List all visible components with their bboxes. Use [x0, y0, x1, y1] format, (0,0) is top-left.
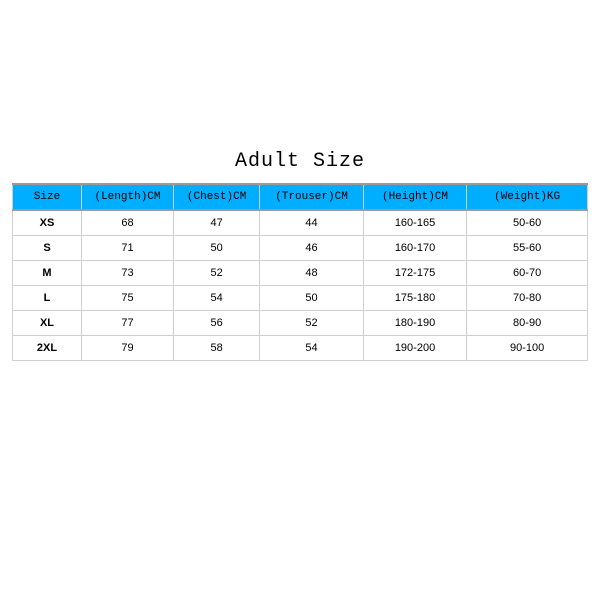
table-row: 2XL 79 58 54 190-200 90-100	[13, 336, 588, 361]
table-row: S 71 50 46 160-170 55-60	[13, 236, 588, 261]
cell-chest: 47	[174, 210, 260, 236]
cell-height: 190-200	[363, 336, 467, 361]
col-header-trouser: (Trouser)CM	[260, 184, 364, 210]
cell-chest: 56	[174, 311, 260, 336]
cell-chest: 52	[174, 261, 260, 286]
cell-weight: 55-60	[467, 236, 588, 261]
col-header-length: (Length)CM	[82, 184, 174, 210]
table-row: M 73 52 48 172-175 60-70	[13, 261, 588, 286]
cell-trouser: 44	[260, 210, 364, 236]
cell-height: 160-165	[363, 210, 467, 236]
col-header-height: (Height)CM	[363, 184, 467, 210]
cell-size: 2XL	[13, 336, 82, 361]
cell-chest: 58	[174, 336, 260, 361]
cell-trouser: 52	[260, 311, 364, 336]
cell-size: M	[13, 261, 82, 286]
cell-trouser: 54	[260, 336, 364, 361]
cell-trouser: 46	[260, 236, 364, 261]
cell-weight: 60-70	[467, 261, 588, 286]
table-body: XS 68 47 44 160-165 50-60 S 71 50 46 160…	[13, 210, 588, 361]
cell-size: S	[13, 236, 82, 261]
table-row: L 75 54 50 175-180 70-80	[13, 286, 588, 311]
cell-weight: 70-80	[467, 286, 588, 311]
table-row: XL 77 56 52 180-190 80-90	[13, 311, 588, 336]
cell-size: L	[13, 286, 82, 311]
cell-height: 160-170	[363, 236, 467, 261]
cell-length: 79	[82, 336, 174, 361]
col-header-chest: (Chest)CM	[174, 184, 260, 210]
cell-chest: 54	[174, 286, 260, 311]
table-row: XS 68 47 44 160-165 50-60	[13, 210, 588, 236]
table-header-row: Size (Length)CM (Chest)CM (Trouser)CM (H…	[13, 184, 588, 210]
cell-height: 180-190	[363, 311, 467, 336]
cell-height: 172-175	[363, 261, 467, 286]
col-header-weight: (Weight)KG	[467, 184, 588, 210]
cell-length: 68	[82, 210, 174, 236]
size-table: Size (Length)CM (Chest)CM (Trouser)CM (H…	[12, 183, 588, 361]
cell-trouser: 50	[260, 286, 364, 311]
cell-size: XL	[13, 311, 82, 336]
col-header-size: Size	[13, 184, 82, 210]
cell-length: 75	[82, 286, 174, 311]
cell-trouser: 48	[260, 261, 364, 286]
cell-weight: 80-90	[467, 311, 588, 336]
cell-weight: 90-100	[467, 336, 588, 361]
cell-length: 73	[82, 261, 174, 286]
chart-title: Adult Size	[12, 150, 588, 173]
cell-length: 71	[82, 236, 174, 261]
cell-weight: 50-60	[467, 210, 588, 236]
cell-length: 77	[82, 311, 174, 336]
cell-chest: 50	[174, 236, 260, 261]
cell-size: XS	[13, 210, 82, 236]
size-chart-container: Adult Size Size (Length)CM (Chest)CM (Tr…	[0, 0, 600, 600]
cell-height: 175-180	[363, 286, 467, 311]
